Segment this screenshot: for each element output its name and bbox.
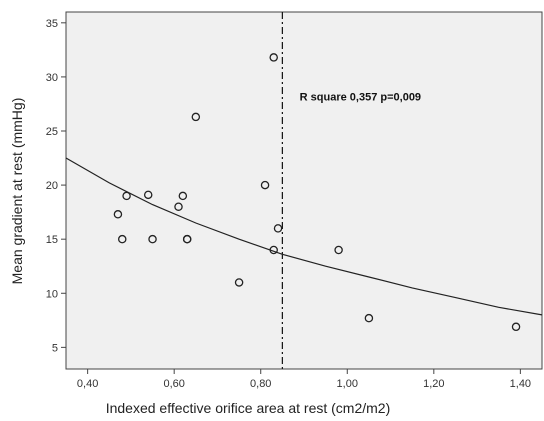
x-tick-label: 0,40 <box>77 378 98 390</box>
data-point <box>273 224 283 233</box>
data-point <box>122 191 131 201</box>
y-tick-label: 25 <box>46 126 58 138</box>
y-tick-label: 35 <box>46 18 58 30</box>
data-point <box>269 53 278 62</box>
data-points <box>113 53 521 332</box>
x-axis-title: Indexed effective orifice area at rest (… <box>106 400 391 416</box>
x-tick-label: 1,00 <box>337 378 358 390</box>
x-axis: 0,40 0,60 0,80 1,00 1,20 1,40 <box>77 369 531 390</box>
x-tick-label: 0,60 <box>163 378 184 390</box>
x-tick-label: 1,20 <box>423 378 444 390</box>
y-axis: 5 10 15 20 25 30 35 <box>46 18 66 354</box>
data-point <box>269 245 278 255</box>
data-point <box>118 234 127 244</box>
y-tick-label: 15 <box>46 234 58 246</box>
data-point <box>260 180 270 190</box>
data-point <box>143 190 153 200</box>
data-point <box>113 210 123 219</box>
y-tick-label: 10 <box>46 288 58 300</box>
y-tick-label: 20 <box>46 180 58 192</box>
data-point <box>334 245 343 255</box>
fit-curve <box>65 157 543 316</box>
r-square-annotation: R square 0,357 p=0,009 <box>300 92 421 104</box>
data-point <box>191 112 201 122</box>
plot-background <box>65 11 543 370</box>
data-point <box>178 191 188 201</box>
x-tick-label: 0,80 <box>250 378 271 390</box>
data-point <box>234 278 244 287</box>
x-tick-label: 1,40 <box>510 378 531 390</box>
data-point <box>182 234 192 244</box>
data-point <box>174 202 183 211</box>
y-axis-title: Mean gradient at rest (mmHg) <box>9 98 25 285</box>
data-point <box>364 313 374 323</box>
data-point <box>148 234 157 244</box>
y-tick-label: 30 <box>46 72 58 84</box>
y-tick-label: 5 <box>52 342 58 354</box>
data-point <box>511 322 521 332</box>
